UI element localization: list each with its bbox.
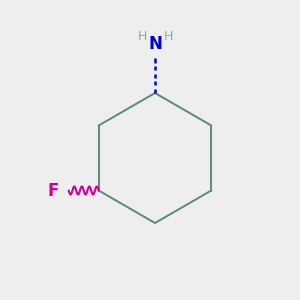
Text: H: H [163,30,173,43]
Text: F: F [47,182,59,200]
Text: H: H [137,30,147,43]
Text: N: N [148,35,162,53]
